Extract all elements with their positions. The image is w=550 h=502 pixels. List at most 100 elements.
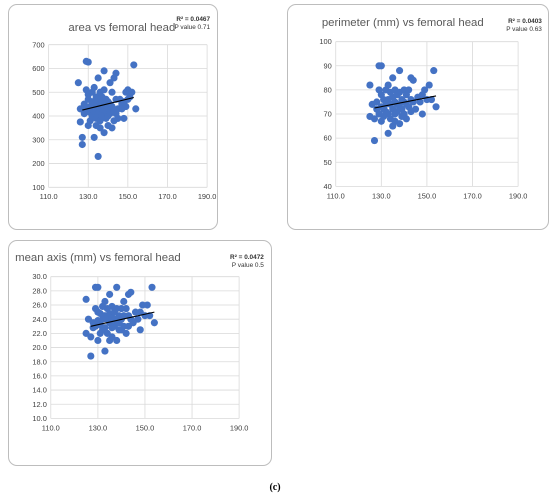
data-point <box>150 319 158 327</box>
data-point <box>128 88 136 96</box>
x-tick-label: 130.0 <box>79 192 98 201</box>
data-point <box>402 115 410 123</box>
y-tick-label: 12.0 <box>32 400 46 409</box>
r-squared-annotation: R² = 0.0403 <box>508 18 542 25</box>
data-point <box>122 305 130 313</box>
data-point <box>74 79 82 87</box>
data-point <box>389 74 397 82</box>
y-tick-label: 26.0 <box>32 301 46 310</box>
p-value-annotation: P value 0.5 <box>232 262 265 269</box>
y-tick-label: 10.0 <box>32 414 46 423</box>
data-point <box>101 324 109 332</box>
x-tick-label: 170.0 <box>158 192 177 201</box>
data-point <box>113 283 121 291</box>
y-tick-label: 22.0 <box>32 329 46 338</box>
y-tick-label: 500 <box>32 88 44 97</box>
data-point <box>114 114 122 122</box>
data-point <box>384 81 392 89</box>
chart-mean-axis-vs-femoral-head: 10.0 12.0 14.0 16.0 18.0 20.0 22.0 24.0 26.0 28.0… <box>8 240 272 466</box>
data-point <box>366 81 374 89</box>
data-point <box>370 136 379 145</box>
data-point <box>94 283 102 291</box>
data-point <box>427 95 436 104</box>
data-point <box>120 114 128 122</box>
data-point <box>384 129 392 137</box>
y-tick-label: 16.0 <box>32 371 46 380</box>
y-tick-label: 200 <box>32 159 44 168</box>
scatter-plot: 100 200 300 400 500 600 700 110.0 130.0 150.0 170.… <box>32 16 217 201</box>
x-tick-label: 110.0 <box>40 192 58 201</box>
y-tick-label: 90 <box>324 61 332 70</box>
data-point <box>90 83 98 92</box>
data-point <box>94 336 102 345</box>
data-point <box>148 283 156 291</box>
data-point <box>100 129 108 137</box>
p-value-annotation: P value 0.63 <box>506 26 542 33</box>
y-tick-label: 40 <box>324 182 332 191</box>
y-tick-label: 100 <box>32 183 44 192</box>
x-tick-label: 190.0 <box>230 423 249 432</box>
data-point <box>112 69 120 77</box>
y-tick-label: 300 <box>32 135 44 144</box>
data-point <box>113 336 121 345</box>
data-point <box>136 326 144 334</box>
data-point <box>106 290 114 298</box>
data-point <box>395 120 404 128</box>
x-tick-label: 150.0 <box>136 423 155 432</box>
data-point <box>100 86 108 94</box>
y-tick-label: 24.0 <box>32 315 46 324</box>
y-tick-label: 70 <box>324 110 332 119</box>
y-tick-label: 18.0 <box>32 357 46 366</box>
data-point <box>425 81 433 89</box>
y-tick-label: 600 <box>32 64 44 73</box>
y-tick-label: 20.0 <box>32 343 46 352</box>
data-point <box>132 105 140 113</box>
data-point <box>108 124 116 132</box>
data-point <box>411 105 420 113</box>
x-tick-label: 150.0 <box>119 192 138 201</box>
data-point <box>127 288 135 296</box>
data-point <box>94 74 102 82</box>
x-tick-label: 130.0 <box>89 423 108 432</box>
data-point <box>94 152 102 160</box>
data-point <box>432 103 440 111</box>
y-tick-label: 60 <box>324 134 332 143</box>
data-point <box>76 105 84 113</box>
data-point <box>106 79 114 87</box>
data-point <box>120 297 128 306</box>
data-point <box>101 347 109 355</box>
x-tick-label: 110.0 <box>327 191 345 200</box>
data-point <box>395 67 404 75</box>
data-point <box>90 133 98 141</box>
data-point <box>418 110 426 118</box>
r-squared-annotation: R² = 0.0467 <box>176 16 210 23</box>
data-point <box>405 86 413 94</box>
data-point <box>373 98 381 106</box>
data-point <box>82 295 90 303</box>
y-tick-label: 30.0 <box>32 272 46 281</box>
data-point <box>377 62 385 70</box>
y-tick-label: 100 <box>319 37 331 46</box>
chart-title: area vs femoral head <box>68 22 175 34</box>
chart-perimeter-vs-femoral-head: 40 50 60 70 80 90 100 110.0 130.0 150.0 170.0 190.0… <box>287 4 549 230</box>
x-tick-label: 190.0 <box>509 191 528 200</box>
data-point <box>76 118 84 126</box>
x-tick-label: 170.0 <box>463 191 482 200</box>
data-point <box>416 98 424 106</box>
data-point <box>100 67 108 75</box>
x-tick-label: 190.0 <box>198 192 217 201</box>
data-point <box>143 301 151 309</box>
scatter-plot: 40 50 60 70 80 90 100 110.0 130.0 150.0 170.0 190.0… <box>319 17 542 200</box>
p-value-annotation: P value 0.71 <box>174 24 210 31</box>
figure-caption: (c) <box>269 482 281 493</box>
data-point <box>421 86 429 94</box>
data-point <box>78 133 86 141</box>
data-point <box>370 115 379 123</box>
chart-title: perimeter (mm) vs femoral head <box>322 17 484 29</box>
y-tick-label: 80 <box>324 85 332 94</box>
trendline <box>90 311 155 327</box>
data-point <box>430 67 438 75</box>
chart-title: mean axis (mm) vs femoral head <box>15 252 181 264</box>
data-point <box>101 297 109 306</box>
data-point <box>122 102 130 111</box>
